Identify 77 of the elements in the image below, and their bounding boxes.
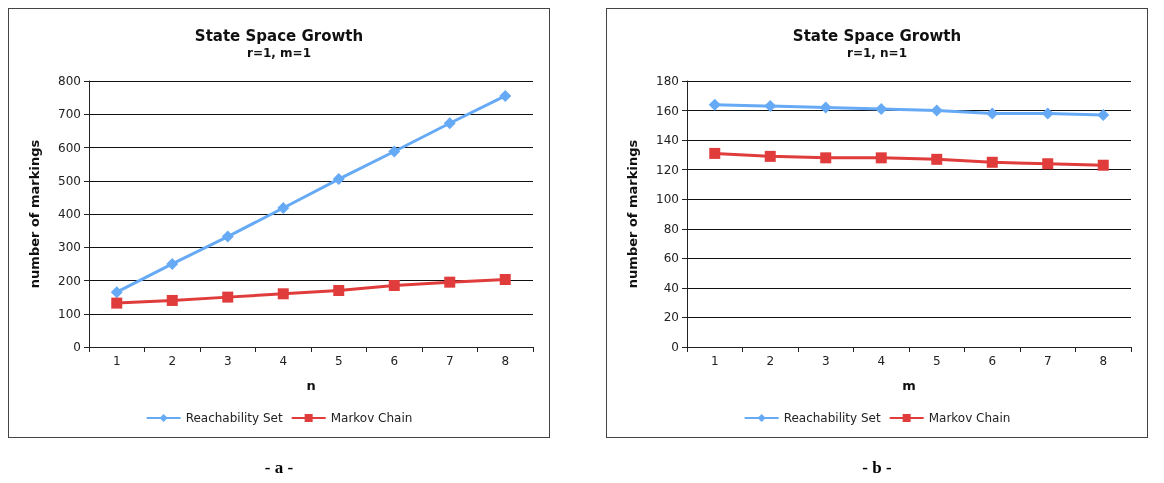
- point: [499, 274, 511, 285]
- y-tick-label: 160: [656, 103, 679, 118]
- y-tick-label: 300: [58, 240, 81, 255]
- x-tick-label: 4: [279, 354, 288, 368]
- y-tick-label: 60: [663, 251, 679, 266]
- y-tick-label: 0: [73, 340, 81, 354]
- x-tick-label: 7: [445, 354, 454, 368]
- y-tick-label: 100: [58, 306, 81, 321]
- text: - a -: [264, 458, 294, 478]
- y-tick-label: 400: [58, 207, 81, 221]
- x-tick-label: 3: [223, 354, 232, 368]
- point: [499, 89, 512, 102]
- y-tick-label: 140: [656, 133, 679, 148]
- point: [1097, 108, 1110, 121]
- point: [166, 257, 179, 270]
- chart-title: State Space Growth: [194, 26, 364, 45]
- y-tick-label: 800: [58, 74, 81, 88]
- y-tick-label: 700: [58, 107, 81, 122]
- text: - b -: [862, 458, 892, 478]
- x-tick-label: 2: [766, 354, 775, 368]
- x-tick-label: 6: [390, 354, 399, 368]
- x-tick-label: 8: [1099, 354, 1108, 368]
- x-axis-title: m: [902, 378, 916, 393]
- y-tick-label: 80: [663, 221, 679, 236]
- x-tick-label: 1: [710, 354, 719, 368]
- point: [388, 145, 401, 158]
- point: [333, 284, 345, 296]
- y-tick-label: 20: [663, 310, 679, 325]
- point: [277, 288, 289, 300]
- point: [1097, 159, 1109, 171]
- point: [1042, 158, 1054, 170]
- x-tick-label: 4: [877, 354, 886, 368]
- point: [931, 153, 943, 165]
- point: [110, 286, 123, 299]
- point: [388, 279, 400, 291]
- chart-subtitle: r=1, m=1: [247, 46, 311, 60]
- point: [222, 291, 234, 303]
- x-tick-label: 1: [112, 354, 121, 368]
- x-tick-label: 2: [168, 354, 177, 368]
- legend-label: Reachability Set: [185, 411, 283, 425]
- chart-title: State Space Growth: [792, 26, 962, 45]
- y-axis-title: number of markings: [625, 139, 640, 289]
- x-tick-label: 8: [501, 354, 510, 368]
- point: [820, 152, 832, 164]
- point: [986, 156, 998, 168]
- point: [443, 117, 456, 130]
- legend-label: Reachability Set: [783, 411, 881, 425]
- y-tick-label: 600: [58, 140, 81, 155]
- point: [332, 173, 345, 186]
- point: [708, 98, 721, 111]
- point: [444, 276, 456, 288]
- point: [875, 152, 887, 164]
- y-tick-label: 100: [656, 192, 679, 207]
- y-tick-label: 120: [656, 162, 679, 177]
- point: [819, 101, 832, 114]
- chart-subtitle: r=1, n=1: [846, 46, 908, 60]
- y-tick-label: 200: [58, 273, 81, 288]
- x-axis-title: n: [306, 378, 316, 393]
- x-tick-label: 5: [932, 354, 941, 368]
- x-tick-label: 3: [821, 354, 830, 368]
- point: [930, 104, 943, 117]
- point: [277, 202, 290, 215]
- y-tick-label: 40: [663, 280, 679, 295]
- x-tick-label: 7: [1043, 354, 1052, 368]
- point: [221, 230, 234, 243]
- y-tick-label: 0: [671, 340, 679, 354]
- point: [111, 297, 123, 309]
- x-tick-label: 6: [988, 354, 997, 368]
- x-tick-label: 5: [334, 354, 343, 368]
- y-tick-label: 180: [656, 74, 679, 88]
- y-tick-label: 500: [58, 173, 81, 188]
- point: [709, 147, 721, 159]
- legend-label: Markov Chain: [330, 411, 413, 425]
- legend-label: Markov Chain: [928, 411, 1011, 425]
- y-axis-title: number of markings: [27, 139, 42, 289]
- point: [166, 294, 178, 306]
- point: [764, 150, 776, 162]
